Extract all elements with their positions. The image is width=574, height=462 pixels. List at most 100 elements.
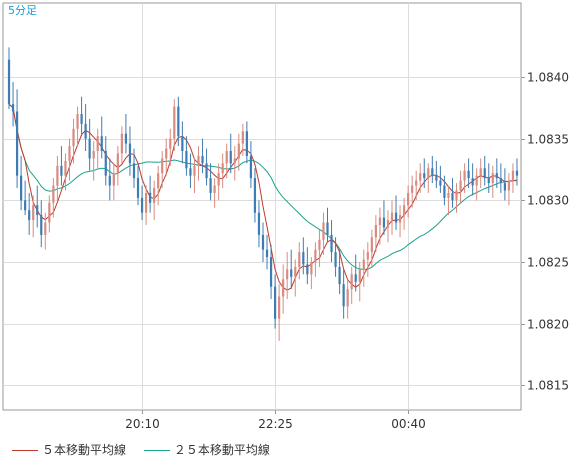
candle — [205, 148, 208, 186]
candle-body — [128, 143, 132, 164]
candle — [415, 170, 418, 201]
candle-body — [455, 190, 458, 201]
candle — [394, 195, 398, 230]
legend-swatch-ma5 — [12, 450, 38, 451]
candle — [326, 207, 329, 243]
candle — [237, 133, 240, 171]
candle-body — [56, 165, 59, 186]
candle-body — [269, 257, 273, 287]
candle-body — [326, 222, 329, 235]
candle-body — [447, 192, 450, 198]
candle-body — [479, 168, 482, 176]
candle — [431, 155, 434, 184]
candle-body — [44, 222, 47, 235]
candle — [189, 153, 192, 188]
candle-body — [314, 249, 317, 262]
candle — [435, 160, 438, 188]
candle-body — [96, 136, 99, 151]
candle-body — [471, 178, 474, 186]
candle-body — [185, 151, 188, 169]
candle-body — [322, 222, 325, 240]
candle — [128, 126, 132, 176]
candle — [261, 222, 265, 262]
candle — [282, 264, 285, 314]
candle — [157, 165, 160, 206]
candle-body — [366, 252, 369, 260]
candle-body — [217, 173, 220, 186]
candle — [20, 155, 23, 211]
candle — [173, 99, 176, 151]
candle — [427, 163, 430, 193]
candle — [265, 234, 269, 270]
candle — [44, 212, 47, 250]
candle-body — [286, 269, 289, 280]
candle — [479, 158, 482, 188]
candle — [390, 200, 394, 235]
candle — [92, 141, 95, 181]
candle-body — [515, 170, 519, 176]
candle — [294, 259, 297, 297]
candle-body — [370, 237, 373, 253]
candle-body — [487, 178, 490, 184]
candle — [378, 207, 382, 245]
candle-body — [15, 111, 19, 176]
candle — [398, 205, 402, 238]
candle-body — [149, 192, 152, 203]
candle-body — [431, 168, 434, 176]
candle — [302, 237, 305, 275]
candle — [48, 195, 51, 233]
candle-body — [84, 123, 87, 139]
candle — [318, 229, 321, 267]
candle — [342, 269, 345, 319]
candle-body — [394, 212, 398, 223]
candle — [491, 165, 494, 198]
candle — [233, 146, 236, 181]
x-tick-label: 22:25 — [258, 417, 293, 431]
timeframe-label: 5分足 — [8, 4, 37, 17]
candle — [96, 128, 99, 169]
candle-body — [261, 234, 265, 250]
plot-area — [2, 2, 522, 411]
candle — [503, 168, 506, 201]
candle — [7, 47, 11, 110]
candle-body — [467, 170, 470, 179]
candle-body — [237, 143, 240, 159]
candle — [314, 242, 317, 277]
candle-body — [72, 128, 75, 147]
candle-body — [112, 173, 115, 186]
candle-body — [100, 136, 103, 151]
candle — [64, 153, 67, 191]
candle-body — [386, 220, 390, 228]
candle-body — [253, 178, 257, 213]
candle — [459, 170, 462, 203]
candle — [221, 153, 224, 188]
candle — [334, 237, 337, 277]
candle-body — [257, 212, 261, 235]
candle — [32, 195, 35, 238]
candle-body — [221, 163, 224, 174]
legend-label-ma5: ５本移動平均線 — [42, 443, 127, 457]
candle — [225, 143, 228, 179]
candle-body — [7, 59, 11, 105]
candle-body — [278, 296, 281, 319]
candle-body — [495, 173, 498, 179]
candle-body — [197, 155, 200, 166]
candle — [411, 175, 414, 208]
candle — [298, 242, 301, 280]
candle — [487, 163, 490, 193]
candle — [286, 252, 289, 299]
candle — [386, 210, 390, 243]
candle — [124, 114, 128, 154]
candle — [56, 155, 59, 201]
candle — [407, 185, 410, 218]
candle-body — [241, 131, 244, 144]
candle-body — [354, 274, 357, 282]
candle — [467, 158, 470, 188]
candle — [310, 257, 313, 290]
candle-body — [213, 185, 216, 193]
candle — [144, 185, 148, 225]
candle — [350, 266, 353, 304]
candle-body — [302, 252, 305, 265]
candle-body — [499, 178, 502, 184]
